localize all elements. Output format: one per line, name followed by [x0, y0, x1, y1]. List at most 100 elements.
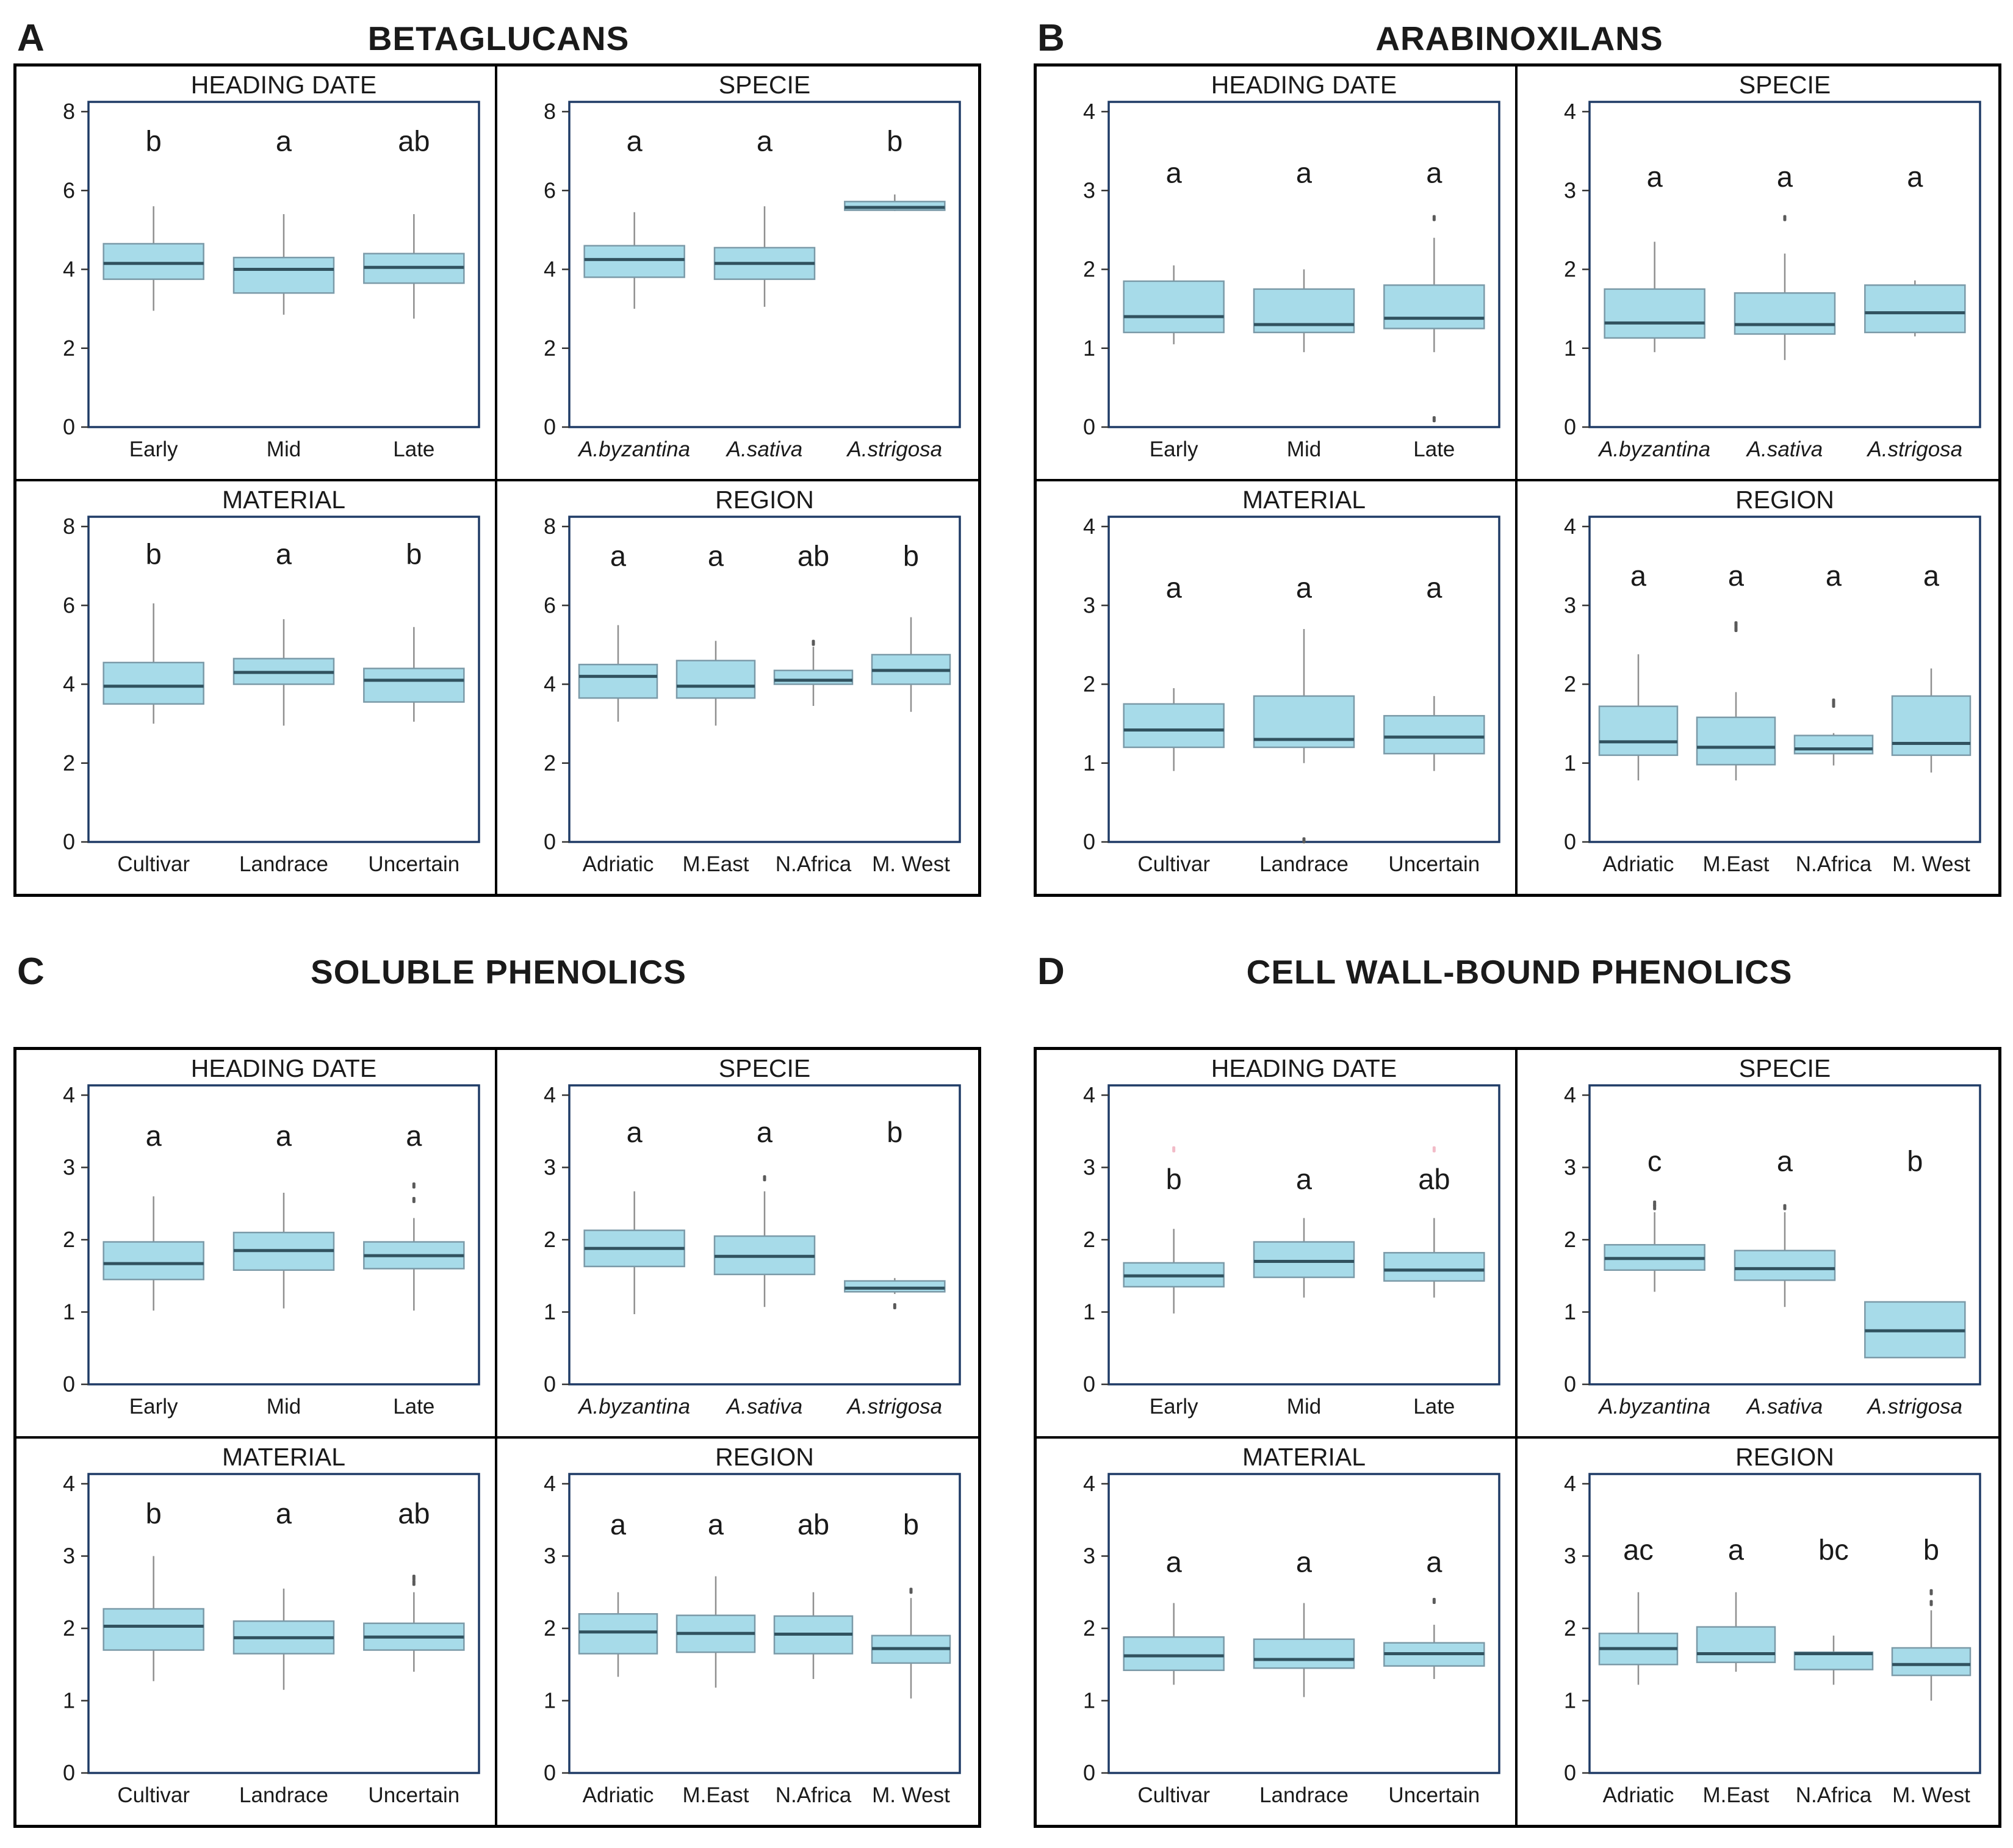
- outlier-point: [763, 1175, 766, 1182]
- box: [1253, 1241, 1355, 1278]
- subplot-region: REGION 0 1 2 3 4 a Adriatic a M.East ab N.Africa b M.…: [497, 1439, 978, 1825]
- axis-frame: [1107, 101, 1500, 428]
- outlier-point: [412, 1580, 416, 1586]
- y-tick-label: 3: [1564, 1544, 1576, 1569]
- y-tick-label: 0: [1083, 829, 1095, 854]
- subplot-canvas: MATERIAL 0 1 2 3 4 a Cultivar a Landrace a Uncertai…: [1083, 486, 1500, 876]
- subplot-canvas: REGION 0 1 2 3 4 a Adriatic a M.East ab N.Africa b M.…: [544, 1443, 961, 1807]
- box: [773, 669, 854, 685]
- y-tick-label: 8: [63, 514, 75, 539]
- significance-letter: b: [146, 1497, 162, 1530]
- panel-head: D CELL WALL-BOUND PHENOLICS: [1034, 952, 2005, 992]
- category-label: Mid: [267, 437, 301, 461]
- category-label: Landrace: [239, 852, 328, 876]
- panel-soluble-phenolics: C SOLUBLE PHENOLICS HEADING DATE 0 1 2 3 4 a Ea…: [13, 952, 984, 1828]
- axis-frame: [87, 1084, 480, 1386]
- box: [1123, 703, 1225, 749]
- significance-letter: a: [276, 1120, 292, 1152]
- significance-letter: a: [1296, 156, 1313, 189]
- subplot-title: HEADING DATE: [1211, 1054, 1397, 1082]
- significance-letter: a: [1296, 1163, 1313, 1195]
- category-label: M.East: [1703, 1783, 1770, 1807]
- box: [1383, 714, 1485, 755]
- y-tick-label: 4: [1083, 1471, 1095, 1496]
- y-tick-label: 2: [544, 336, 556, 361]
- category-label: Late: [1413, 437, 1455, 461]
- y-tick-label: 2: [544, 1227, 556, 1252]
- panel-grid-cell-wall-bound-phenolics: HEADING DATE 0 1 2 3 4 b Early a Mid ab Late SPECIE 0…: [1034, 1047, 2001, 1828]
- y-tick-label: 4: [1564, 1471, 1576, 1496]
- subplot-canvas: HEADING DATE 0 2 4 6 8 b Early a Mid ab Late: [63, 71, 480, 461]
- y-tick-label: 4: [544, 257, 556, 282]
- y-tick-label: 0: [544, 414, 556, 439]
- subplot-title: HEADING DATE: [191, 1054, 377, 1082]
- y-tick-label: 0: [63, 414, 75, 439]
- panel-cell-wall-bound-phenolics: D CELL WALL-BOUND PHENOLICS HEADING DATE…: [1034, 952, 2005, 1828]
- axis-frame: [87, 101, 480, 428]
- category-label: Cultivar: [117, 852, 190, 876]
- y-tick-label: 4: [544, 1471, 556, 1496]
- figure-top-row: A BETAGLUCANS HEADING DATE 0 2 4 6 8 b Early a Mi…: [13, 18, 2013, 897]
- subplot-title: SPECIE: [1739, 1054, 1831, 1082]
- y-tick-label: 1: [544, 1300, 556, 1325]
- category-label: A.strigosa: [1867, 1395, 1963, 1418]
- axis-frame: [1107, 1473, 1500, 1774]
- significance-letter: b: [903, 1508, 919, 1541]
- category-label: A.sativa: [726, 437, 803, 461]
- box: [363, 667, 465, 703]
- significance-letter: a: [1166, 571, 1183, 603]
- category-label: A.sativa: [726, 1395, 803, 1418]
- category-label: Late: [1413, 1395, 1455, 1418]
- y-tick-label: 0: [63, 1372, 75, 1397]
- significance-letter: ab: [798, 540, 829, 572]
- significance-letter: a: [708, 1508, 724, 1541]
- subplot-canvas: SPECIE 0 1 2 3 4 a A.byzantina a A.sativa b A.strig…: [544, 1054, 961, 1418]
- box: [1891, 695, 1972, 757]
- significance-letter: ac: [1623, 1533, 1654, 1566]
- category-label: N.Africa: [776, 1783, 852, 1807]
- category-label: Adriatic: [1603, 1783, 1674, 1807]
- category-label: M.East: [683, 852, 749, 876]
- axis-frame: [568, 1473, 961, 1774]
- y-tick-label: 2: [1083, 1227, 1095, 1252]
- axis-frame: [568, 1084, 961, 1386]
- box: [583, 245, 685, 278]
- y-tick-label: 3: [1083, 1544, 1095, 1569]
- significance-letter: a: [1907, 160, 1923, 193]
- box: [103, 1241, 204, 1281]
- subplot-heading-date: HEADING DATE 0 2 4 6 8 b Early a Mid ab Late: [16, 67, 497, 481]
- subplot-region: REGION 0 1 2 3 4 a Adriatic a M.East a N.Africa a M. …: [1518, 481, 1998, 894]
- panel-betaglucans: A BETAGLUCANS HEADING DATE 0 2 4 6 8 b Early a Mi…: [13, 18, 984, 897]
- category-label: N.Africa: [776, 852, 852, 876]
- outlier-point: [1783, 1204, 1787, 1210]
- subplot-region: REGION 0 1 2 3 4 ac Adriatic a M.East bc N.Africa b M…: [1518, 1439, 1998, 1825]
- panel-letter-b: B: [1037, 17, 1065, 59]
- category-label: Early: [1150, 437, 1198, 461]
- y-tick-label: 2: [1564, 257, 1576, 282]
- y-tick-label: 0: [1083, 1372, 1095, 1397]
- y-tick-label: 0: [63, 829, 75, 854]
- category-label: Adriatic: [583, 1783, 654, 1807]
- subplot-specie: SPECIE 0 1 2 3 4 a A.byzantina a A.sativa b A.strig…: [497, 1050, 978, 1439]
- axis-frame: [568, 101, 961, 428]
- outlier-point: [412, 1182, 416, 1189]
- y-tick-label: 4: [63, 1471, 75, 1496]
- y-tick-label: 3: [1083, 178, 1095, 203]
- subplot-specie: SPECIE 0 2 4 6 8 a A.byzantina a A.sativa b A.strig…: [497, 67, 978, 481]
- panel-title-cell-wall-bound-phenolics: CELL WALL-BOUND PHENOLICS: [1246, 953, 1793, 991]
- box: [578, 663, 658, 699]
- category-label: A.sativa: [1746, 437, 1823, 461]
- y-tick-label: 4: [1083, 514, 1095, 539]
- panel-grid-arabinoxilans: HEADING DATE 0 1 2 3 4 a Early a Mid a Late SPECIE 0 1…: [1034, 63, 2001, 897]
- outlier-point: [1929, 1589, 1933, 1595]
- panel-grid-soluble-phenolics: HEADING DATE 0 1 2 3 4 a Early a Mid a Late SPECIE 0 1…: [13, 1047, 981, 1828]
- category-label: A.byzantina: [577, 437, 690, 461]
- category-label: A.sativa: [1746, 1395, 1823, 1418]
- significance-letter: a: [1426, 1546, 1442, 1578]
- outlier-point: [1432, 1597, 1436, 1604]
- y-tick-label: 1: [1083, 1300, 1095, 1325]
- y-tick-label: 3: [63, 1155, 75, 1180]
- subplot-canvas: HEADING DATE 0 1 2 3 4 a Early a Mid a Late: [63, 1054, 480, 1418]
- y-tick-label: 0: [544, 829, 556, 854]
- significance-letter: a: [276, 538, 292, 570]
